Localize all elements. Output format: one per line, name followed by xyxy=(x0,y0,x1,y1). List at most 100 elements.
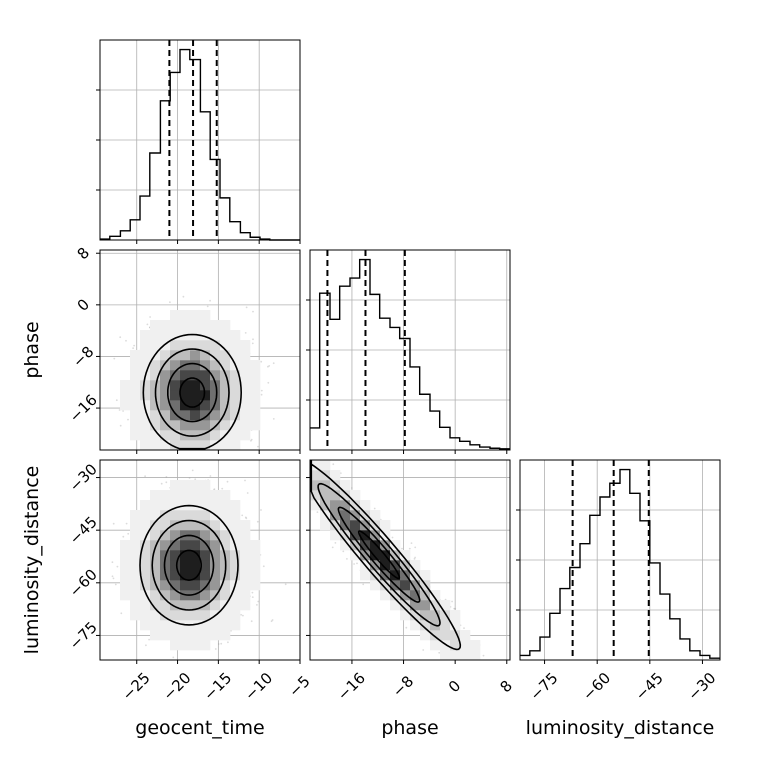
y-tick-label: 8 xyxy=(74,244,93,263)
density-panel-geocent-time-vs-phase: −16−808 xyxy=(66,244,300,454)
density-cell xyxy=(180,560,190,570)
density-cell xyxy=(140,350,150,360)
density-content xyxy=(112,470,287,659)
density-cell xyxy=(170,380,180,390)
density-cell xyxy=(230,430,240,440)
density-cell xyxy=(170,640,180,650)
sample-point xyxy=(244,480,246,482)
density-cell xyxy=(130,420,140,430)
density-cell xyxy=(200,420,210,430)
density-cell xyxy=(120,540,130,550)
sample-point xyxy=(342,551,344,553)
sample-point xyxy=(133,345,135,347)
density-cell xyxy=(170,480,180,490)
sample-point xyxy=(242,615,244,617)
density-cell xyxy=(220,440,230,450)
density-cell xyxy=(150,490,160,500)
sample-point xyxy=(115,584,117,586)
sample-point xyxy=(260,361,262,363)
sample-point xyxy=(125,340,127,342)
density-cell xyxy=(130,400,140,410)
density-cell xyxy=(140,390,150,400)
density-cell xyxy=(240,540,250,550)
hist-panel-geocent-time xyxy=(96,40,300,244)
sample-point xyxy=(144,475,146,477)
y-tick-label: 0 xyxy=(74,295,93,314)
sample-point xyxy=(192,470,194,472)
sample-point xyxy=(145,644,147,646)
sample-point xyxy=(362,584,364,586)
density-cell xyxy=(220,490,230,500)
density-cell xyxy=(130,600,140,610)
density-cell xyxy=(160,330,170,340)
density-cell xyxy=(240,360,250,370)
sample-point xyxy=(245,332,247,334)
density-cell xyxy=(130,380,140,390)
sample-point xyxy=(210,475,212,477)
sample-point xyxy=(147,324,149,326)
density-cell xyxy=(180,630,190,640)
density-cell xyxy=(120,560,130,570)
sample-point xyxy=(161,483,163,485)
density-cell xyxy=(200,480,210,490)
sample-point xyxy=(214,488,216,490)
density-cell xyxy=(200,550,210,560)
density-cell xyxy=(190,610,200,620)
density-cell xyxy=(170,390,180,400)
sample-point xyxy=(183,296,185,298)
density-cell xyxy=(150,330,160,340)
sample-point xyxy=(263,565,265,567)
density-cell xyxy=(130,570,140,580)
density-cell xyxy=(230,550,240,560)
sample-point xyxy=(252,343,254,345)
density-cell xyxy=(240,400,250,410)
density-cell xyxy=(180,610,190,620)
density-panel-geocent-time-vs-luminosity-distance: −25−20−15−10−5−75−60−45−30 xyxy=(66,460,314,704)
density-cell xyxy=(240,530,250,540)
density-cell xyxy=(160,630,170,640)
density-cell xyxy=(230,330,240,340)
density-cell xyxy=(210,320,220,330)
sample-point xyxy=(165,481,167,483)
density-cell xyxy=(170,610,180,620)
density-cell xyxy=(130,510,140,520)
density-cell xyxy=(200,380,210,390)
density-cell xyxy=(160,620,170,630)
density-cell xyxy=(140,610,150,620)
density-cell xyxy=(130,360,140,370)
sample-point xyxy=(221,488,223,490)
sample-point xyxy=(227,641,229,643)
density-cell xyxy=(230,440,240,450)
density-cell xyxy=(200,610,210,620)
density-cell xyxy=(160,490,170,500)
sample-point xyxy=(172,657,174,659)
x-tick-label: −20 xyxy=(159,669,194,704)
density-cell xyxy=(140,340,150,350)
sample-point xyxy=(209,300,211,302)
sample-point xyxy=(207,306,209,308)
density-cell xyxy=(130,530,140,540)
sample-point xyxy=(353,563,355,565)
density-cell xyxy=(230,570,240,580)
sample-point xyxy=(245,517,247,519)
density-cell xyxy=(140,430,150,440)
density-cell xyxy=(210,490,220,500)
density-cell xyxy=(240,410,250,420)
density-cell xyxy=(150,320,160,330)
density-cell xyxy=(180,540,190,550)
density-cell xyxy=(140,420,150,430)
density-cell xyxy=(120,400,130,410)
density-cell xyxy=(220,610,230,620)
density-cell xyxy=(180,510,190,520)
density-cell xyxy=(250,570,260,580)
density-cell xyxy=(240,430,250,440)
sample-point xyxy=(117,566,119,568)
density-content xyxy=(310,460,484,660)
density-cell xyxy=(200,570,210,580)
density-cell xyxy=(230,500,240,510)
sample-point xyxy=(256,604,258,606)
density-cell xyxy=(200,320,210,330)
density-cell xyxy=(240,420,250,430)
sample-point xyxy=(267,366,269,368)
density-cell xyxy=(120,590,130,600)
